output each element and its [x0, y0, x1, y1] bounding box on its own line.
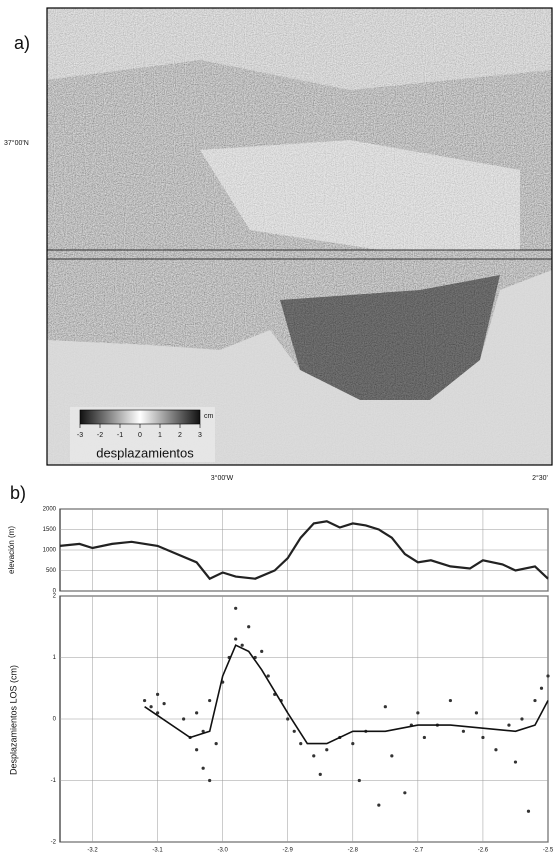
terrain — [47, 8, 552, 90]
lat-label: 37°00'N — [4, 139, 29, 147]
data-point — [526, 809, 531, 813]
y-tick-label: 500 — [46, 568, 57, 574]
data-point — [383, 705, 387, 709]
y-tick-label: 1 — [53, 655, 57, 661]
data-point — [247, 625, 251, 629]
data-point — [260, 649, 264, 653]
data-point — [448, 698, 452, 703]
data-point — [201, 766, 205, 770]
data-point — [149, 705, 153, 709]
x-tick-label: -3.0 — [217, 848, 228, 854]
terrain — [200, 140, 520, 250]
data-point — [208, 698, 212, 703]
data-point — [142, 698, 147, 703]
y-tick-label: 2 — [53, 594, 57, 600]
colorbar-tick-label: 0 — [138, 432, 142, 439]
data-point — [182, 717, 186, 721]
colorbar-tick-label: -3 — [77, 432, 83, 439]
y-axis-label: Desplazamientos LOS (cm) — [8, 665, 18, 775]
colorbar-tick-label: -1 — [117, 432, 123, 439]
data-point — [240, 643, 244, 647]
x-tick-label: -3.2 — [87, 848, 98, 854]
data-point — [481, 735, 485, 740]
data-point — [299, 742, 303, 746]
data-point — [422, 735, 426, 740]
data-point — [208, 778, 212, 783]
data-point — [156, 692, 160, 697]
map-frame — [46, 7, 553, 466]
y-tick-label: 0 — [53, 717, 57, 723]
y-tick-label: 2000 — [43, 507, 57, 513]
data-point — [318, 772, 322, 776]
data-point — [201, 729, 205, 733]
data-point — [539, 686, 544, 690]
y-tick-label: -2 — [51, 840, 57, 846]
data-point — [292, 729, 296, 733]
data-point — [533, 698, 537, 703]
x-tick-label: -2.5 — [543, 848, 554, 854]
y-tick-label: 1000 — [43, 548, 57, 554]
terrain — [280, 275, 500, 400]
data-line — [144, 644, 549, 745]
colorbar-tick-label: 1 — [158, 432, 162, 439]
data-point — [214, 742, 218, 746]
data-point — [234, 606, 238, 610]
data-point — [266, 674, 270, 678]
lon-label: 2°30' — [532, 474, 548, 482]
x-tick-label: -3.1 — [152, 848, 163, 854]
colorbar-tick-label: 3 — [198, 432, 202, 439]
data-point — [416, 711, 420, 715]
colorbar-tick-label: 2 — [178, 432, 182, 439]
y-axis-label: elevación (m) — [7, 526, 16, 574]
data-point — [312, 754, 316, 758]
lon-label: 3°00'W — [211, 474, 234, 482]
data-point — [403, 791, 407, 795]
data-point — [325, 748, 329, 752]
data-point — [494, 748, 498, 752]
data-point — [234, 637, 238, 641]
colorbar-label: desplazamientos — [96, 445, 194, 460]
data-line — [59, 520, 549, 581]
colorbar — [79, 409, 201, 425]
data-point — [357, 778, 361, 783]
y-tick-label: -1 — [51, 778, 57, 784]
x-tick-label: -2.8 — [348, 848, 359, 854]
data-point — [513, 760, 518, 764]
data-point — [390, 754, 394, 758]
data-point — [461, 729, 466, 733]
data-point — [507, 723, 511, 727]
colorbar-unit: cm — [204, 413, 214, 420]
data-point — [156, 711, 160, 715]
x-tick-label: -2.6 — [478, 848, 489, 854]
data-point — [286, 717, 290, 721]
colorbar-tick-label: -2 — [97, 432, 103, 439]
data-point — [474, 711, 479, 715]
y-tick-label: 1500 — [43, 527, 57, 533]
data-point — [377, 803, 381, 807]
data-point — [162, 702, 166, 706]
data-point — [195, 748, 199, 752]
x-tick-label: -2.9 — [283, 848, 294, 854]
panel-label: a) — [14, 33, 30, 53]
y-tick-label: 0 — [53, 589, 57, 595]
data-point — [520, 717, 524, 721]
map — [46, 7, 553, 466]
panel-label: b) — [10, 483, 26, 503]
x-tick-label: -2.7 — [413, 848, 424, 854]
data-point — [351, 742, 355, 746]
data-point — [546, 674, 550, 678]
data-point — [195, 711, 199, 715]
